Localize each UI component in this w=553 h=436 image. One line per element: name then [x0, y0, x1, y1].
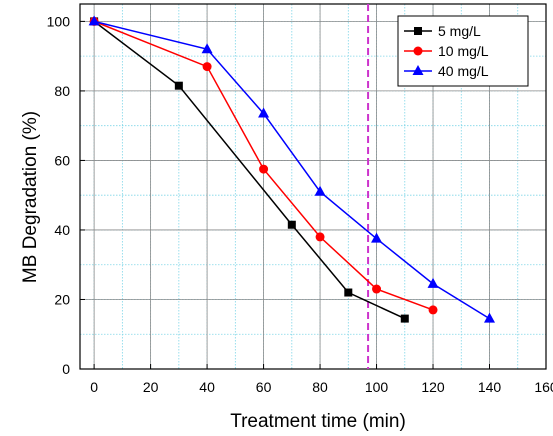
series-line-2: [93, 20, 434, 311]
legend-marker-2: [413, 46, 423, 56]
legend-label-2: 10 mg/L: [438, 43, 489, 59]
x-tick-label: 80: [312, 379, 328, 395]
x-axis-label: Treatment time (min): [230, 411, 406, 432]
data-point-series-2: [259, 164, 269, 174]
x-tick-label: 160: [534, 379, 553, 395]
x-tick-label: 0: [90, 379, 98, 395]
x-tick-label: 60: [256, 379, 272, 395]
y-tick-label: 100: [47, 13, 71, 29]
x-tick-label: 40: [199, 379, 215, 395]
y-tick-label: 0: [62, 361, 70, 377]
data-point-series-3: [88, 15, 100, 26]
y-axis-label: MB Degradation (%): [20, 111, 41, 283]
data-point-series-3: [371, 232, 383, 243]
y-tick-label: 80: [54, 83, 70, 99]
x-tick-label: 140: [478, 379, 502, 395]
data-point-series-3: [258, 107, 270, 118]
data-point-series-3: [201, 43, 213, 54]
x-tick-label: 100: [365, 379, 389, 395]
y-tick-label: 20: [54, 291, 70, 307]
y-tick-label: 60: [54, 152, 70, 168]
data-point-series-3: [314, 185, 326, 196]
plot-frame: [79, 3, 547, 370]
data-point-series-2: [202, 62, 212, 72]
legend-label-1: 5 mg/L: [438, 23, 481, 39]
x-tick-label: 120: [421, 379, 445, 395]
data-point-series-2: [372, 284, 382, 294]
y-tick-label: 40: [54, 222, 70, 238]
data-point-series-1: [174, 81, 183, 90]
legend-marker-1: [414, 27, 422, 35]
data-point-series-2: [315, 232, 325, 242]
data-point-series-2: [428, 305, 438, 315]
legend-label-3: 40 mg/L: [438, 63, 489, 79]
series-line-1: [93, 20, 406, 320]
x-tick-label: 20: [143, 379, 159, 395]
data-point-series-1: [344, 288, 353, 297]
data-point-series-3: [484, 312, 496, 323]
data-point-series-1: [287, 220, 296, 229]
plot-area: 0 20 40 60 80 100 120 140 160 0 20 40 60 80 100 5 mg/L 1…: [47, 3, 553, 395]
legend-marker-3: [412, 65, 424, 75]
data-point-series-1: [400, 314, 409, 323]
data-point-series-3: [427, 277, 439, 288]
